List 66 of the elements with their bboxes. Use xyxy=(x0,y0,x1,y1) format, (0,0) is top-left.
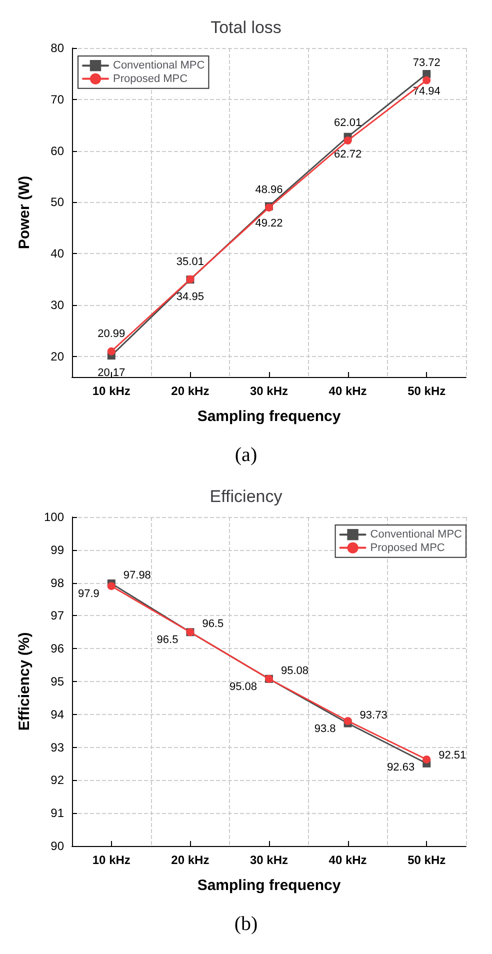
data-label: 97.9 xyxy=(78,588,100,600)
legend-label: Proposed MPC xyxy=(113,72,188,85)
y-tick-label: 60 xyxy=(50,144,64,158)
point xyxy=(344,716,352,725)
x-tick-label: 40 kHz xyxy=(328,384,367,398)
x-tick-label: 10 kHz xyxy=(92,853,130,867)
x-tick-label: 20 kHz xyxy=(171,384,210,398)
data-label: 73.72 xyxy=(412,56,440,69)
point xyxy=(107,347,116,356)
data-label: 48.96 xyxy=(255,184,283,196)
y-tick-label: 93 xyxy=(50,740,64,754)
data-label: 20.99 xyxy=(98,328,126,340)
data-label: 97.98 xyxy=(123,569,151,582)
y-tick-label: 97 xyxy=(50,608,64,623)
x-axis-title: Sampling frequency xyxy=(197,408,342,425)
y-tick-label: 100 xyxy=(44,510,64,524)
data-label: 96.5 xyxy=(202,618,224,630)
x-tick-label: 30 kHz xyxy=(250,384,288,398)
x-tick-label: 50 kHz xyxy=(408,853,446,867)
data-label: 49.22 xyxy=(255,218,283,230)
data-label: 20.17 xyxy=(98,367,126,380)
y-tick-label: 98 xyxy=(50,576,64,590)
chart-title: Efficiency xyxy=(210,487,283,506)
data-label: 92.51 xyxy=(438,749,466,762)
x-tick-label: 10 kHz xyxy=(92,384,130,398)
legend-label: Proposed MPC xyxy=(370,542,445,554)
y-tick-label: 50 xyxy=(50,195,64,210)
chart-title: Total loss xyxy=(210,18,282,37)
y-tick-label: 99 xyxy=(50,542,64,557)
text: (b) xyxy=(234,913,258,935)
data-label: 62.72 xyxy=(334,148,362,160)
y-tick-label: 80 xyxy=(50,41,64,55)
legend-label: Conventional MPC xyxy=(113,60,205,72)
y-tick-label: 20 xyxy=(50,349,64,364)
y-axis-title: Power (W) xyxy=(16,176,33,250)
point xyxy=(107,582,116,590)
y-axis-title: Efficiency (%) xyxy=(16,632,33,731)
y-tick-label: 94 xyxy=(50,707,64,722)
legend-label: Conventional MPC xyxy=(370,528,462,541)
data-label: 93.73 xyxy=(360,709,388,722)
x-tick-label: 30 kHz xyxy=(250,853,288,867)
y-tick-label: 96 xyxy=(50,642,64,656)
data-label: 93.8 xyxy=(314,722,336,735)
x-tick-label: 40 kHz xyxy=(328,853,367,867)
y-tick-label: 70 xyxy=(50,92,64,106)
y-tick-label: 40 xyxy=(50,246,64,261)
data-label: 34.95 xyxy=(176,291,204,304)
point xyxy=(422,76,431,84)
data-label: 95.08 xyxy=(229,680,257,693)
text: (a) xyxy=(234,444,258,466)
y-tick-label: 90 xyxy=(50,839,64,853)
x-tick-label: 50 kHz xyxy=(408,384,446,398)
y-tick-label: 91 xyxy=(50,806,64,820)
y-tick-label: 95 xyxy=(50,674,64,688)
data-label: 96.5 xyxy=(156,634,178,646)
x-tick-label: 20 kHz xyxy=(171,853,210,867)
data-label: 95.08 xyxy=(281,664,309,677)
y-tick-label: 30 xyxy=(50,298,64,312)
y-tick-label: 92 xyxy=(50,773,64,788)
point xyxy=(422,755,431,764)
data-label: 74.94 xyxy=(412,86,440,98)
data-label: 35.01 xyxy=(176,256,204,268)
x-axis-title: Sampling frequency xyxy=(197,877,342,894)
point xyxy=(344,136,352,144)
data-label: 62.01 xyxy=(334,116,362,129)
data-label: 92.63 xyxy=(387,761,415,774)
